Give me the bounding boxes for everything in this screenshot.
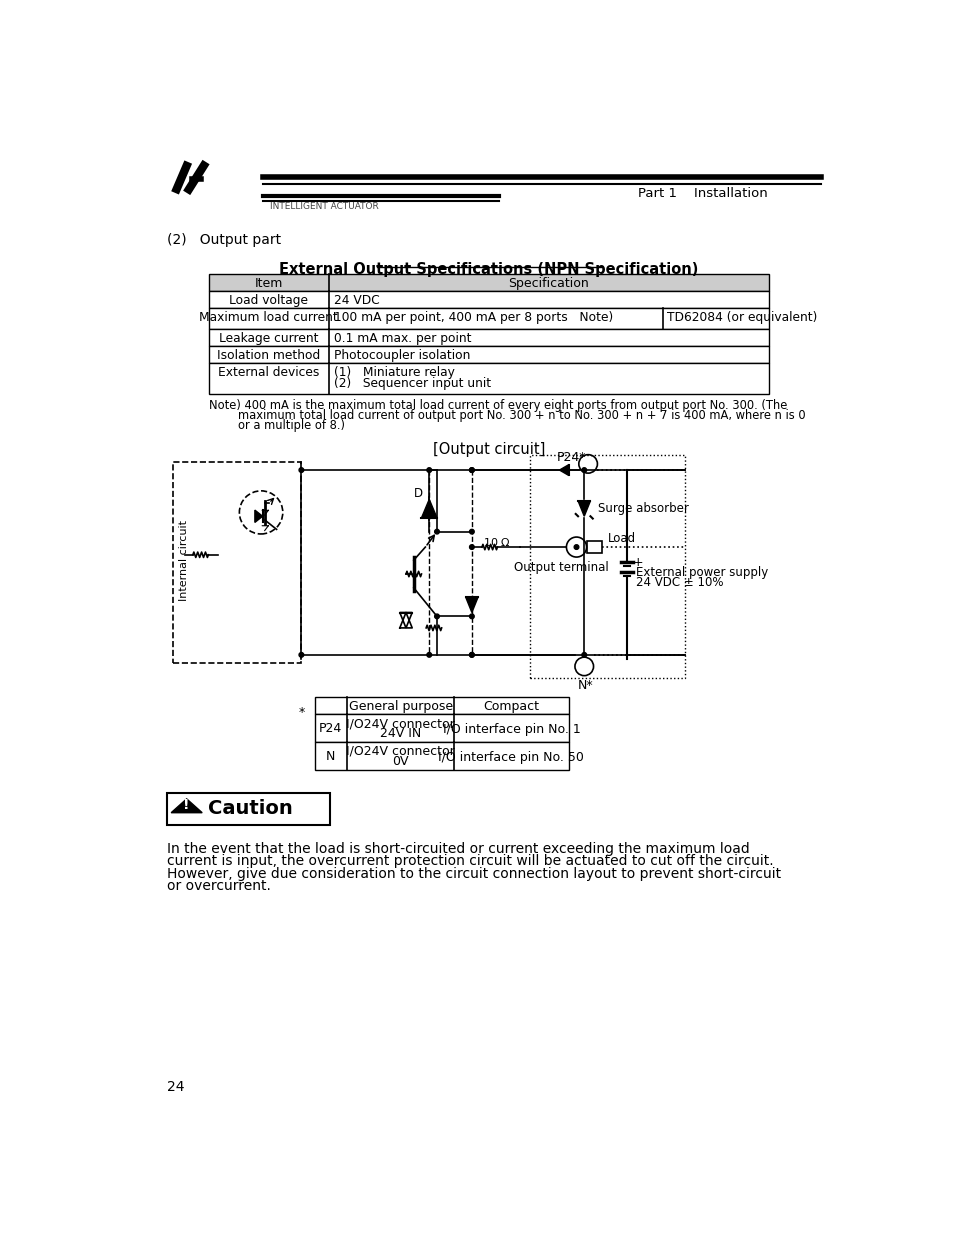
Text: Maximum load current: Maximum load current: [199, 311, 338, 324]
Text: [Output circuit]: [Output circuit]: [433, 442, 544, 457]
Text: N*: N*: [578, 679, 593, 692]
Polygon shape: [465, 597, 477, 613]
Bar: [314, 714, 568, 742]
Bar: [209, 274, 768, 290]
Text: !: !: [183, 798, 190, 811]
Bar: [530, 454, 684, 678]
Text: I/O24V connector: I/O24V connector: [346, 718, 455, 730]
Bar: [314, 698, 568, 714]
Text: External power supply: External power supply: [636, 566, 767, 578]
Text: Leakage current: Leakage current: [219, 332, 318, 346]
Text: Isolation method: Isolation method: [217, 350, 320, 362]
Circle shape: [581, 652, 586, 657]
Circle shape: [298, 468, 303, 472]
Text: (2)   Sequencer input unit: (2) Sequencer input unit: [334, 377, 491, 390]
Text: Compact: Compact: [483, 700, 538, 714]
Circle shape: [469, 652, 474, 657]
Text: In the event that the load is short-circuited or current exceeding the maximum l: In the event that the load is short-circ…: [167, 842, 749, 856]
Text: Load voltage: Load voltage: [229, 294, 308, 306]
Text: 0V: 0V: [392, 755, 409, 768]
Text: External devices: External devices: [218, 366, 319, 379]
Polygon shape: [254, 510, 262, 522]
Circle shape: [469, 652, 474, 657]
Bar: [173, 462, 301, 662]
Text: However, give due consideration to the circuit connection layout to prevent shor: However, give due consideration to the c…: [167, 867, 781, 881]
Text: +: +: [633, 556, 643, 569]
Text: Item: Item: [254, 277, 283, 290]
Circle shape: [469, 545, 474, 550]
Text: *: *: [298, 706, 305, 720]
Text: (1)   Miniature relay: (1) Miniature relay: [334, 366, 455, 379]
Text: N: N: [326, 750, 335, 762]
Circle shape: [435, 614, 439, 619]
Circle shape: [469, 530, 474, 534]
Text: Note) 400 mA is the maximum total load current of every eight ports from output : Note) 400 mA is the maximum total load c…: [209, 399, 786, 412]
Text: D: D: [414, 487, 422, 500]
Polygon shape: [171, 799, 202, 813]
Polygon shape: [578, 501, 590, 516]
Circle shape: [298, 652, 303, 657]
Text: Specification: Specification: [508, 277, 588, 290]
Bar: [314, 742, 568, 769]
Circle shape: [469, 468, 474, 472]
Circle shape: [469, 468, 474, 472]
Text: Photocoupler isolation: Photocoupler isolation: [334, 350, 470, 362]
Circle shape: [427, 468, 431, 472]
Circle shape: [469, 614, 474, 619]
Circle shape: [581, 468, 586, 472]
Text: TD62084 (or equivalent): TD62084 (or equivalent): [666, 311, 817, 324]
Text: Output terminal: Output terminal: [514, 561, 609, 574]
Text: P24*: P24*: [557, 451, 586, 464]
Text: or overcurrent.: or overcurrent.: [167, 879, 271, 893]
Bar: [586, 541, 601, 553]
Text: current is input, the overcurrent protection circuit will be actuated to cut off: current is input, the overcurrent protec…: [167, 855, 773, 868]
Text: I/O24V connector: I/O24V connector: [346, 745, 455, 758]
Text: Internal circuit: Internal circuit: [179, 520, 189, 600]
Text: General purpose: General purpose: [348, 700, 452, 714]
Polygon shape: [421, 499, 436, 517]
Circle shape: [435, 530, 439, 534]
Text: 24: 24: [167, 1079, 185, 1094]
Text: 24 VDC ± 10%: 24 VDC ± 10%: [636, 577, 723, 589]
Text: 24 VDC: 24 VDC: [334, 294, 379, 306]
Bar: [167, 793, 330, 825]
Bar: [209, 308, 768, 330]
Text: Caution: Caution: [208, 799, 292, 818]
Text: 100 mA per point, 400 mA per 8 ports   Note): 100 mA per point, 400 mA per 8 ports Not…: [334, 311, 613, 324]
Text: External Output Specifications (NPN Specification): External Output Specifications (NPN Spec…: [279, 262, 698, 277]
Bar: [209, 330, 768, 346]
Text: 24V IN: 24V IN: [379, 727, 421, 740]
Circle shape: [427, 652, 431, 657]
Polygon shape: [558, 464, 568, 475]
Text: I/O interface pin No. 1: I/O interface pin No. 1: [442, 724, 579, 736]
Text: Load: Load: [607, 531, 635, 545]
Bar: [209, 346, 768, 363]
Text: P24: P24: [319, 721, 342, 735]
Text: I/O interface pin No. 50: I/O interface pin No. 50: [438, 751, 584, 764]
Text: 0.1 mA max. per point: 0.1 mA max. per point: [334, 332, 471, 346]
Text: maximum total load current of output port No. 300 + n to No. 300 + n + 7 is 400 : maximum total load current of output por…: [209, 409, 805, 422]
Text: INTELLIGENT ACTUATOR: INTELLIGENT ACTUATOR: [270, 203, 378, 211]
Text: Part 1    Installation: Part 1 Installation: [638, 186, 767, 200]
Text: (2)   Output part: (2) Output part: [167, 233, 281, 247]
Text: Surge absorber: Surge absorber: [598, 503, 688, 515]
Text: 10 $\Omega$: 10 $\Omega$: [483, 536, 511, 548]
Bar: [209, 290, 768, 308]
Text: or a multiple of 8.): or a multiple of 8.): [209, 419, 345, 432]
Circle shape: [574, 545, 578, 550]
Bar: [209, 363, 768, 394]
